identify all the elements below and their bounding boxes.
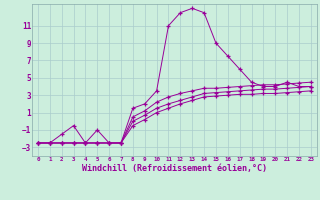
X-axis label: Windchill (Refroidissement éolien,°C): Windchill (Refroidissement éolien,°C) — [82, 164, 267, 173]
